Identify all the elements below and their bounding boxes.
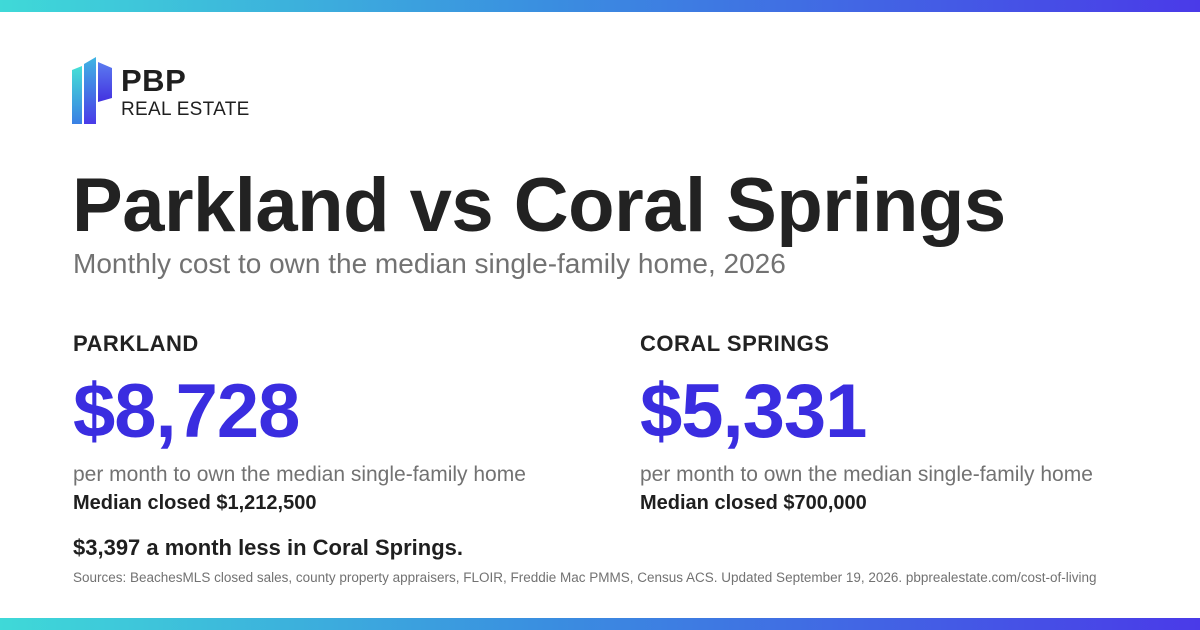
logo: PBP REAL ESTATE <box>70 56 250 126</box>
city-name: PARKLAND <box>73 331 199 356</box>
monthly-cost: $8,728 <box>73 369 300 454</box>
cost-description: per month to own the median single-famil… <box>73 463 526 486</box>
median-price: Median closed $1,212,500 <box>73 492 317 514</box>
difference-summary: $3,397 a month less in Coral Springs. <box>73 535 464 560</box>
monthly-cost: $5,331 <box>640 369 867 454</box>
brand-subtitle: REAL ESTATE <box>121 99 250 120</box>
city-card-coral-springs: CORAL SPRINGS $5,331 per month to own th… <box>640 330 1160 516</box>
building-logo-icon <box>72 57 112 124</box>
page-title: Parkland vs Coral Springs <box>72 163 1006 248</box>
page-subtitle: Monthly cost to own the median single-fa… <box>73 248 786 279</box>
city-card-parkland: PARKLAND $8,728 per month to own the med… <box>73 330 593 516</box>
bottom-gradient-bar <box>0 618 1200 630</box>
cost-description: per month to own the median single-famil… <box>640 463 1093 486</box>
brand-name: PBP <box>121 63 187 98</box>
city-name: CORAL SPRINGS <box>640 331 830 356</box>
sources-note: Sources: BeachesMLS closed sales, county… <box>73 570 1097 585</box>
top-gradient-bar <box>0 0 1200 12</box>
median-price: Median closed $700,000 <box>640 492 867 514</box>
